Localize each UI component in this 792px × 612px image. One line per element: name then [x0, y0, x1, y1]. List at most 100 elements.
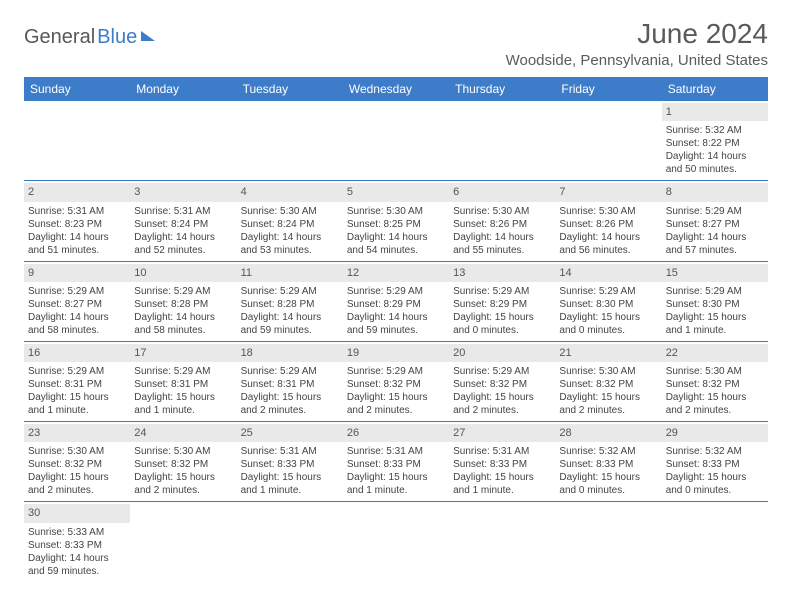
sunrise-text: Sunrise: 5:30 AM [347, 205, 445, 218]
daylight-text: Daylight: 15 hours and 1 minute. [241, 471, 339, 497]
sunset-text: Sunset: 8:23 PM [28, 218, 126, 231]
sunrise-text: Sunrise: 5:32 AM [666, 124, 764, 137]
week-row: 16Sunrise: 5:29 AMSunset: 8:31 PMDayligh… [24, 342, 768, 422]
daylight-text: Daylight: 15 hours and 2 minutes. [666, 391, 764, 417]
sunset-text: Sunset: 8:24 PM [241, 218, 339, 231]
sunset-text: Sunset: 8:28 PM [134, 298, 232, 311]
sunrise-text: Sunrise: 5:29 AM [559, 285, 657, 298]
sunrise-text: Sunrise: 5:29 AM [347, 285, 445, 298]
sunset-text: Sunset: 8:24 PM [134, 218, 232, 231]
day-cell: 22Sunrise: 5:30 AMSunset: 8:32 PMDayligh… [662, 342, 768, 421]
sunrise-text: Sunrise: 5:30 AM [453, 205, 551, 218]
sunrise-text: Sunrise: 5:31 AM [241, 445, 339, 458]
day-cell [237, 101, 343, 180]
day-cell [130, 101, 236, 180]
day-cell: 25 Sunrise: 5:31 AMSunset: 8:33 PMDayligh… [237, 422, 343, 501]
daylight-text: Daylight: 15 hours and 2 minutes. [347, 391, 445, 417]
day-cell: 5Sunrise: 5:30 AMSunset: 8:25 PMDaylight… [343, 181, 449, 260]
sunrise-text: Sunrise: 5:29 AM [347, 365, 445, 378]
day-cell: 7Sunrise: 5:30 AMSunset: 8:26 PMDaylight… [555, 181, 661, 260]
day-cell [449, 502, 555, 581]
sunrise-text: Sunrise: 5:29 AM [453, 285, 551, 298]
daylight-text: Daylight: 15 hours and 2 minutes. [241, 391, 339, 417]
day-number: 22 [662, 344, 768, 362]
sunrise-text: Sunrise: 5:29 AM [28, 285, 126, 298]
day-number: 28 [555, 424, 661, 442]
day-cell: 15Sunrise: 5:29 AMSunset: 8:30 PMDayligh… [662, 262, 768, 341]
day-number: 8 [662, 183, 768, 201]
daylight-text: Daylight: 14 hours and 56 minutes. [559, 231, 657, 257]
calendar: SundayMondayTuesdayWednesdayThursdayFrid… [24, 77, 768, 582]
day-cell: 9Sunrise: 5:29 AMSunset: 8:27 PMDaylight… [24, 262, 130, 341]
daylight-text: Daylight: 15 hours and 0 minutes. [559, 471, 657, 497]
day-number: 25 [237, 424, 343, 442]
daylight-text: Daylight: 14 hours and 59 minutes. [28, 552, 126, 578]
day-number: 4 [237, 183, 343, 201]
day-number: 2 [24, 183, 130, 201]
day-cell: 24Sunrise: 5:30 AMSunset: 8:32 PMDayligh… [130, 422, 236, 501]
daylight-text: Daylight: 14 hours and 59 minutes. [347, 311, 445, 337]
daylight-text: Daylight: 14 hours and 57 minutes. [666, 231, 764, 257]
day-cell: 17 Sunrise: 5:29 AMSunset: 8:31 PMDayligh… [130, 342, 236, 421]
day-header: Wednesday [343, 77, 449, 101]
day-number: 9 [24, 264, 130, 282]
day-number: 3 [130, 183, 236, 201]
week-row: 2Sunrise: 5:31 AMSunset: 8:23 PMDaylight… [24, 181, 768, 261]
sunset-text: Sunset: 8:25 PM [347, 218, 445, 231]
header: General Blue June 2024 Woodside, Pennsyl… [24, 18, 768, 69]
daylight-text: Daylight: 14 hours and 52 minutes. [134, 231, 232, 257]
sunset-text: Sunset: 8:31 PM [134, 378, 232, 391]
day-cell: 4Sunrise: 5:30 AMSunset: 8:24 PMDaylight… [237, 181, 343, 260]
day-number: 29 [662, 424, 768, 442]
sunrise-text: Sunrise: 5:31 AM [347, 445, 445, 458]
sunset-text: Sunset: 8:27 PM [666, 218, 764, 231]
day-cell: 18Sunrise: 5:29 AMSunset: 8:31 PMDayligh… [237, 342, 343, 421]
title-block: June 2024 Woodside, Pennsylvania, United… [506, 18, 768, 69]
sunset-text: Sunset: 8:32 PM [453, 378, 551, 391]
sunset-text: Sunset: 8:31 PM [241, 378, 339, 391]
day-number: 17 [130, 344, 236, 362]
day-cell: 13Sunrise: 5:29 AMSunset: 8:29 PMDayligh… [449, 262, 555, 341]
sunrise-text: Sunrise: 5:30 AM [559, 365, 657, 378]
daylight-text: Daylight: 14 hours and 58 minutes. [134, 311, 232, 337]
day-cell: 16Sunrise: 5:29 AMSunset: 8:31 PMDayligh… [24, 342, 130, 421]
day-number: 26 [343, 424, 449, 442]
daylight-text: Daylight: 15 hours and 1 minute. [134, 391, 232, 417]
daylight-text: Daylight: 15 hours and 1 minute. [28, 391, 126, 417]
location-text: Woodside, Pennsylvania, United States [506, 52, 768, 69]
sunrise-text: Sunrise: 5:29 AM [241, 285, 339, 298]
day-header: Saturday [662, 77, 768, 101]
sunrise-text: Sunrise: 5:33 AM [28, 526, 126, 539]
day-cell: 20Sunrise: 5:29 AMSunset: 8:32 PMDayligh… [449, 342, 555, 421]
sunrise-text: Sunrise: 5:29 AM [453, 365, 551, 378]
day-number: 11 [237, 264, 343, 282]
daylight-text: Daylight: 14 hours and 59 minutes. [241, 311, 339, 337]
day-cell [343, 502, 449, 581]
sunrise-text: Sunrise: 5:30 AM [666, 365, 764, 378]
daylight-text: Daylight: 15 hours and 2 minutes. [559, 391, 657, 417]
sunset-text: Sunset: 8:30 PM [666, 298, 764, 311]
day-header: Friday [555, 77, 661, 101]
day-cell [237, 502, 343, 581]
week-row: 9Sunrise: 5:29 AMSunset: 8:27 PMDaylight… [24, 262, 768, 342]
day-cell: 19Sunrise: 5:29 AMSunset: 8:32 PMDayligh… [343, 342, 449, 421]
sunrise-text: Sunrise: 5:29 AM [134, 365, 232, 378]
daylight-text: Daylight: 14 hours and 55 minutes. [453, 231, 551, 257]
day-number: 15 [662, 264, 768, 282]
sunrise-text: Sunrise: 5:31 AM [453, 445, 551, 458]
sunset-text: Sunset: 8:22 PM [666, 137, 764, 150]
day-header: Monday [130, 77, 236, 101]
day-cell: 1Sunrise: 5:32 AMSunset: 8:22 PMDaylight… [662, 101, 768, 180]
sunrise-text: Sunrise: 5:32 AM [666, 445, 764, 458]
sunset-text: Sunset: 8:33 PM [241, 458, 339, 471]
day-cell [662, 502, 768, 581]
day-number: 16 [24, 344, 130, 362]
daylight-text: Daylight: 14 hours and 54 minutes. [347, 231, 445, 257]
day-header: Sunday [24, 77, 130, 101]
daylight-text: Daylight: 15 hours and 2 minutes. [134, 471, 232, 497]
daylight-text: Daylight: 15 hours and 1 minute. [347, 471, 445, 497]
daylight-text: Daylight: 15 hours and 2 minutes. [28, 471, 126, 497]
month-title: June 2024 [506, 18, 768, 50]
day-number: 6 [449, 183, 555, 201]
logo-text-blue: Blue [97, 26, 137, 49]
